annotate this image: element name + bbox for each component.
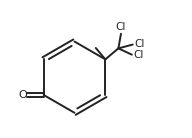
Text: Cl: Cl <box>133 50 144 60</box>
Text: Cl: Cl <box>116 22 126 32</box>
Text: O: O <box>19 90 27 100</box>
Text: Cl: Cl <box>134 39 145 49</box>
